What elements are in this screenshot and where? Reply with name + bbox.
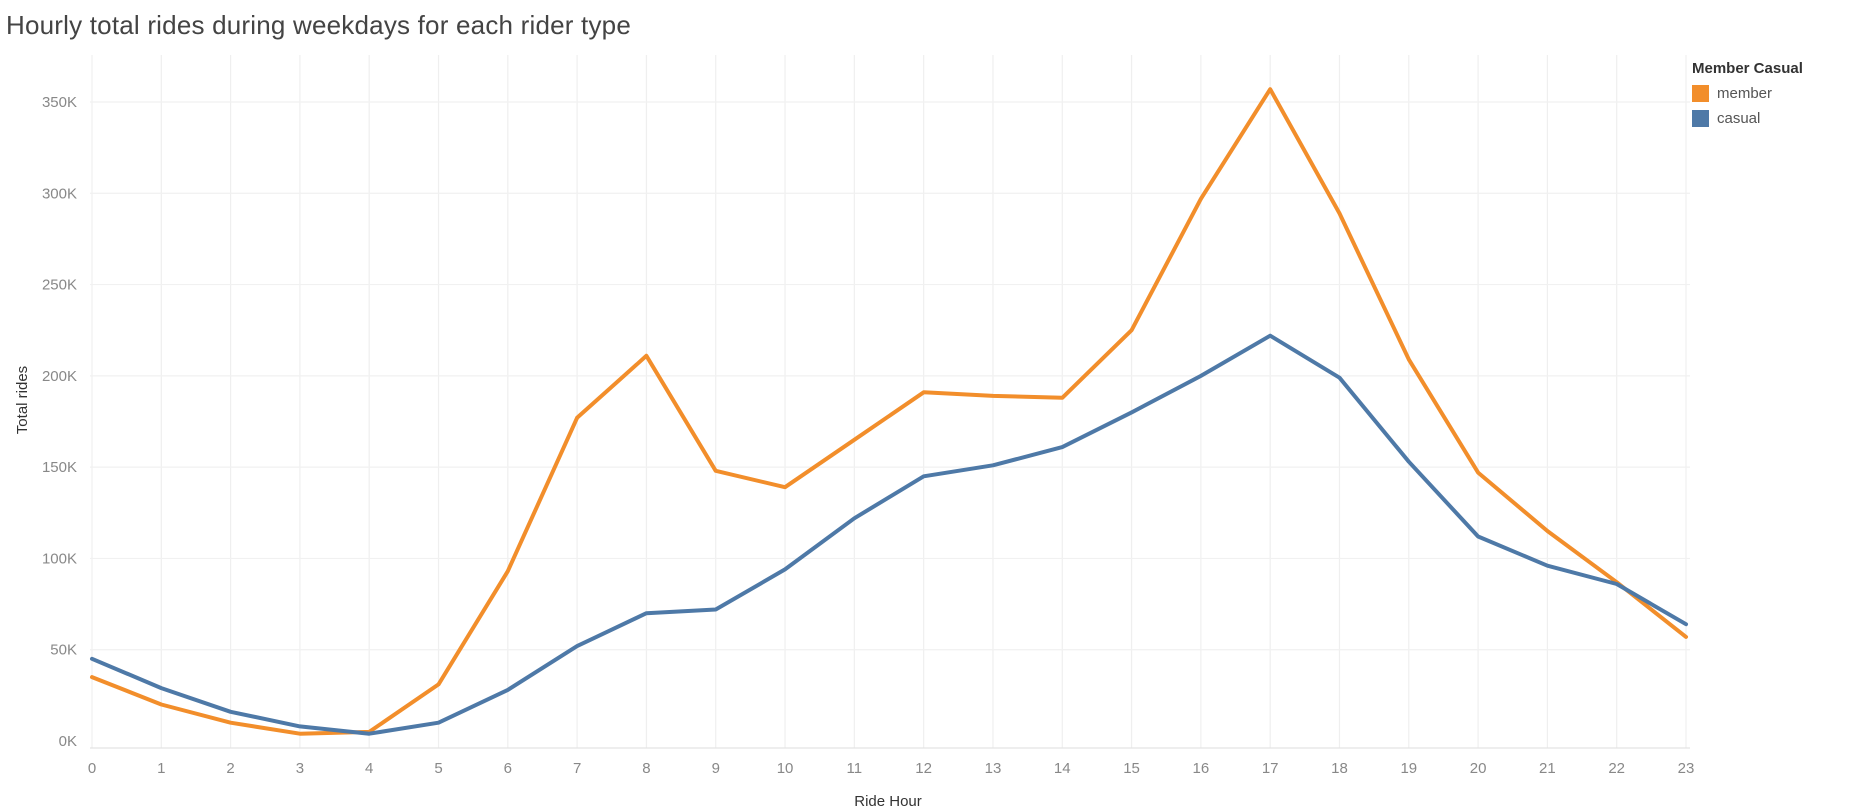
grid-layer [90,55,1690,748]
y-tick-label: 50K [50,642,77,659]
y-tick-label: 250K [42,277,77,294]
x-tick-label: 17 [1262,760,1279,777]
legend-label-casual: casual [1717,110,1761,127]
x-tick-label: 3 [296,760,304,777]
legend-label-member: member [1717,85,1773,102]
axis-layer: 0 1 2 3 4 5 6 7 8 9 10 11 12 13 14 15 16 17 18 19 20 21 22 230K… [42,94,1694,777]
y-tick-label: 0K [59,733,77,750]
x-tick-label: 9 [712,760,720,777]
x-tick-label: 7 [573,760,581,777]
y-tick-label: 300K [42,185,77,202]
x-tick-label: 16 [1193,760,1210,777]
legend[interactable]: Member Casual member casual [1692,60,1803,131]
chart-title: Hourly total rides during weekdays for e… [6,10,631,40]
series-line-member[interactable] [90,87,1688,736]
x-tick-label: 21 [1539,760,1556,777]
y-tick-label: 100K [42,550,77,567]
legend-item-casual[interactable]: casual [1692,106,1803,131]
x-tick-label: 19 [1400,760,1417,777]
series-line-casual[interactable] [90,333,1688,736]
x-axis-title: Ride Hour [854,793,922,810]
x-tick-label: 20 [1470,760,1487,777]
x-tick-label: 11 [847,760,863,777]
legend-swatch-member [1692,85,1709,102]
y-tick-label: 350K [42,94,77,111]
x-tick-label: 23 [1678,760,1695,777]
x-tick-label: 0 [88,760,96,777]
x-tick-label: 14 [1054,760,1071,777]
x-tick-label: 13 [985,760,1002,777]
y-axis-title: Total rides [14,366,31,434]
series-layer [90,87,1688,736]
x-tick-label: 18 [1331,760,1348,777]
y-tick-label: 200K [42,368,77,385]
legend-swatch-casual [1692,110,1709,127]
legend-title: Member Casual [1692,60,1803,77]
x-tick-label: 2 [226,760,234,777]
x-tick-label: 6 [504,760,512,777]
x-tick-label: 22 [1608,760,1625,777]
x-tick-label: 4 [365,760,373,777]
x-tick-label: 10 [777,760,794,777]
x-tick-label: 15 [1123,760,1140,777]
x-tick-label: 1 [157,760,165,777]
y-tick-label: 150K [42,459,77,476]
legend-item-member[interactable]: member [1692,81,1803,106]
x-tick-label: 12 [915,760,932,777]
x-tick-label: 8 [642,760,650,777]
x-tick-label: 5 [434,760,442,777]
